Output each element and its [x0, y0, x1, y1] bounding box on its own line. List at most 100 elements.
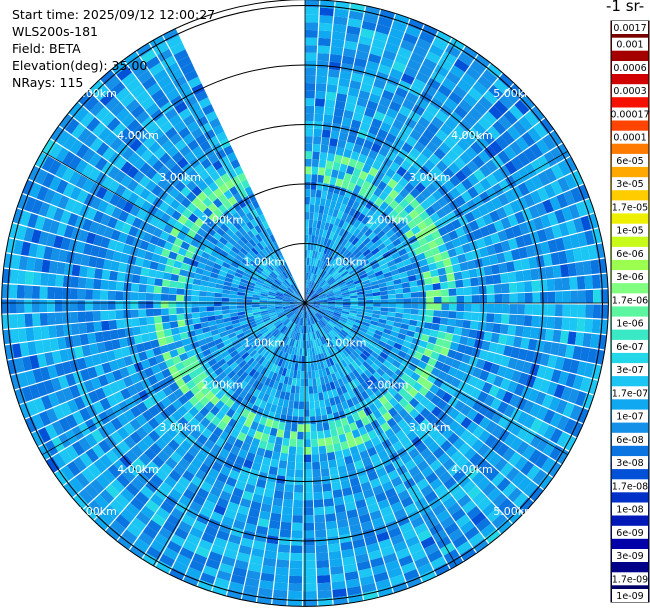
colorbar-tick-label: 6e-09 — [616, 528, 643, 539]
radar-gate — [309, 348, 313, 356]
radar-gate — [331, 284, 339, 290]
radar-gate — [315, 90, 326, 100]
radar-gate — [255, 354, 263, 363]
radar-gate — [349, 310, 358, 314]
radar-gate — [409, 176, 420, 188]
radar-gate — [485, 159, 498, 173]
radar-gate — [266, 276, 275, 283]
radar-gate — [308, 234, 312, 243]
radar-gate — [225, 398, 235, 408]
radar-gate — [476, 237, 486, 249]
radar-gate — [382, 513, 396, 524]
radar-gate — [317, 311, 324, 317]
radar-gate — [207, 468, 220, 479]
radar-gate — [436, 160, 448, 173]
radar-gate — [228, 250, 238, 258]
radar-gate — [92, 401, 105, 415]
radar-gate — [299, 386, 305, 394]
radar-gate — [296, 439, 304, 448]
radar-gate — [255, 318, 263, 324]
radar-gate — [387, 289, 396, 295]
radar-gate — [274, 299, 283, 302]
radar-gate — [393, 392, 404, 403]
radar-gate — [416, 252, 426, 261]
radar-gate — [401, 562, 417, 574]
radar-gate — [231, 411, 241, 422]
radar-gate — [20, 241, 31, 256]
radar-gate — [79, 407, 92, 422]
radar-gate — [112, 122, 127, 137]
radar-gate — [405, 135, 418, 148]
radar-gate — [316, 75, 328, 84]
radar-gate — [314, 285, 321, 292]
radar-gate — [51, 436, 65, 452]
radar-gate — [454, 245, 465, 256]
radar-gate — [388, 294, 396, 299]
radar-gate — [266, 334, 274, 341]
radar-gate — [400, 253, 410, 262]
radar-gate — [313, 128, 322, 137]
radar-gate — [335, 226, 342, 235]
radar-gate — [400, 453, 412, 465]
radar-gate — [525, 350, 536, 363]
radar-gate — [227, 169, 237, 180]
radar-gate — [157, 165, 170, 177]
radar-gate — [58, 449, 73, 465]
radar-gate — [340, 63, 354, 73]
radar-gate — [436, 208, 447, 219]
radar-gate — [323, 114, 334, 123]
radar-gate — [290, 284, 296, 292]
radar-gate — [270, 512, 282, 522]
radar-gate — [580, 215, 592, 231]
radar-gate — [100, 300, 108, 311]
radar-gate — [335, 147, 345, 156]
radar-gate — [348, 234, 356, 243]
radar-gate — [305, 227, 309, 235]
radar-gate — [310, 291, 316, 298]
radar-gate — [66, 461, 81, 477]
radar-gate — [327, 297, 335, 300]
radar-gate — [160, 397, 172, 408]
radar-gate — [145, 224, 157, 235]
radar-gate — [331, 580, 346, 590]
radar-gate — [471, 207, 483, 220]
radar-gate — [334, 504, 346, 514]
radar-gate — [460, 404, 472, 417]
radar-gate — [138, 309, 147, 318]
radar-gate — [336, 264, 344, 272]
radar-gate — [38, 443, 52, 460]
radar-gate — [500, 273, 509, 284]
radar-gate — [308, 219, 314, 228]
radar-gate — [305, 90, 315, 99]
radar-gate — [536, 365, 547, 379]
radar-gate — [208, 181, 219, 192]
radar-gate — [223, 366, 233, 376]
radar-gate — [337, 332, 345, 340]
radar-gate — [308, 289, 312, 297]
radar-gate — [290, 385, 296, 394]
radar-gate — [187, 121, 200, 133]
radar-gate — [189, 526, 204, 539]
radar-gate — [309, 317, 313, 325]
radar-gate — [305, 265, 307, 273]
radar-gate — [267, 264, 275, 271]
radar-gate — [39, 366, 51, 381]
radar-gate — [333, 326, 341, 333]
radar-gate — [312, 461, 321, 470]
radar-gate — [133, 265, 142, 275]
radar-gate — [244, 307, 253, 312]
radar-gate — [196, 227, 207, 237]
radar-gate — [418, 291, 427, 298]
radar-gate — [319, 279, 325, 286]
radar-gate — [149, 442, 162, 455]
radar-gate — [297, 301, 305, 303]
radar-gate — [360, 481, 372, 492]
radar-gate — [216, 342, 225, 350]
radar-gate — [213, 262, 222, 270]
radar-gate — [337, 465, 348, 475]
radar-gate — [105, 96, 120, 112]
radar-gate — [223, 209, 233, 220]
radar-gate — [153, 308, 162, 316]
radar-gate — [144, 447, 157, 461]
radar-gate — [368, 149, 379, 160]
